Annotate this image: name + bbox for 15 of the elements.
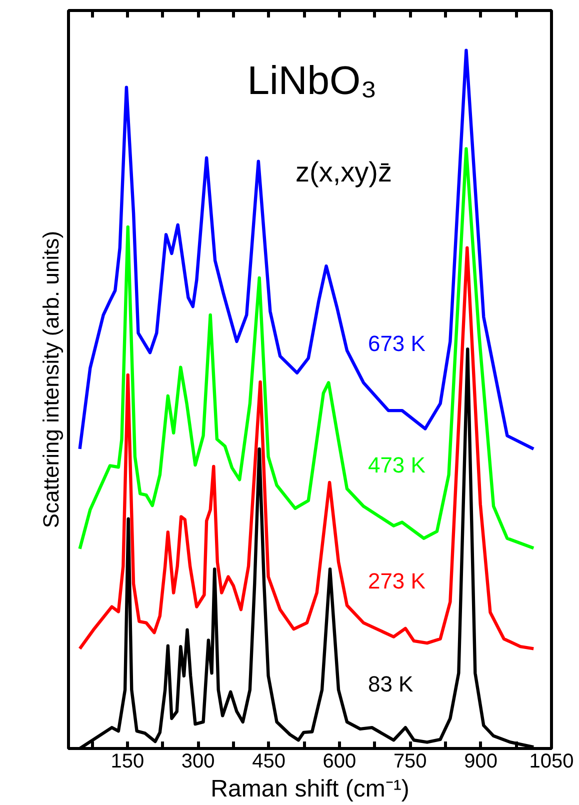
x-tick-label: 1050 [529, 750, 574, 772]
text: z(x,xy)z̄ [296, 156, 392, 188]
x-tick-label: 900 [464, 750, 498, 772]
x-axis-title: Raman shift (cm⁻¹) [210, 776, 410, 802]
x-tick-label: 150 [110, 750, 144, 772]
x-tick-label: 750 [393, 750, 427, 772]
series-label: 273 K [368, 568, 426, 594]
x-tick-label: 600 [322, 750, 356, 772]
series-label: 673 K [368, 331, 426, 356]
chart-title: LiNbO₃ [247, 58, 377, 103]
series-label: 83 K [368, 672, 414, 697]
x-tick-label: 300 [181, 750, 215, 772]
y-axis-title: Scattering intensity (arb. units) [38, 230, 64, 528]
series-label: 473 K [368, 452, 426, 478]
x-tick-label: 450 [252, 750, 286, 772]
